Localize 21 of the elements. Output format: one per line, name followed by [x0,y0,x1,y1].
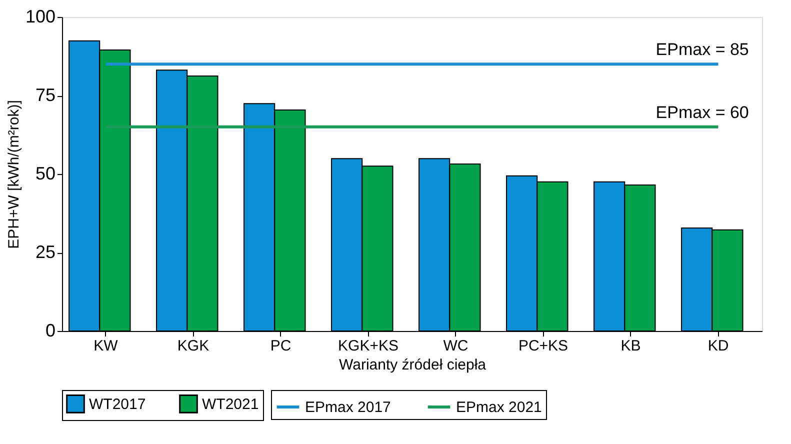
x-tick-label: PC [270,338,292,354]
x-tick-label: KW [94,338,119,354]
x-tick-label: WC [443,338,468,354]
y-tick-label: 50 [35,164,56,184]
x-tick-label: PC+KS [518,338,568,354]
y-tick-label: 25 [35,242,56,262]
legend-label: WT2017 [89,396,146,413]
x-tick-label: KB [620,338,641,354]
y-axis-title: EPH+W [kWh/(m²rok)] [5,100,22,249]
legend-label: EPmax 2017 [305,399,391,416]
y-tick-label: 0 [45,320,56,340]
y-tick-label: 100 [25,6,56,26]
x-tick-label: KGK [177,338,210,354]
y-tick-label: 75 [35,85,56,105]
x-tick-label: KGK+KS [338,338,398,354]
x-tick-label: KD [708,338,729,354]
annotation: EPmax = 85 [656,40,749,60]
x-axis-title: Warianty źródeł ciepła [338,356,487,374]
legend-label: WT2021 [202,396,259,413]
annotation: EPmax = 60 [656,102,749,122]
legend-label: EPmax 2021 [456,399,542,416]
